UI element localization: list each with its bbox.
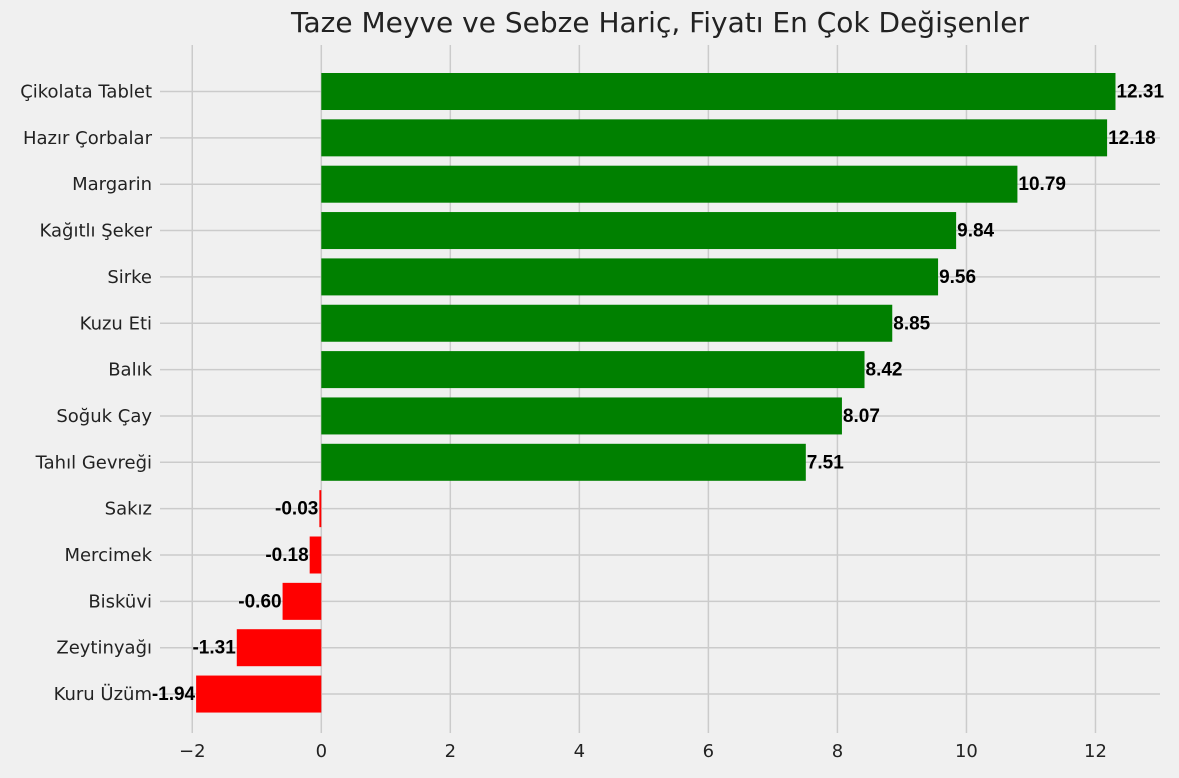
y-tick-label: Tahıl Gevreği [35,452,152,473]
y-tick-label: Bisküvi [88,591,152,612]
y-tick-label: Soğuk Çay [56,406,152,427]
data-label: 8.07 [843,406,880,427]
bar [309,536,322,574]
data-label: -1.94 [152,684,196,705]
data-label: 8.85 [893,313,930,334]
bar [321,212,957,250]
data-label: -0.60 [238,591,281,612]
y-tick-label: Margarin [72,174,152,195]
bar-layer [196,73,1116,713]
bar [321,351,865,389]
y-tick-label: Hazır Çorbalar [23,128,153,149]
data-label: -0.18 [265,545,308,566]
y-tick-label: Kuru Üzüm [54,683,152,705]
x-tick-label: 4 [574,741,585,762]
bar [236,629,322,667]
y-tick-label: Kağıtlı Şeker [40,221,153,242]
y-tick-label: Balık [108,360,152,381]
bar [321,397,842,435]
y-tick-label: Sirke [107,267,152,288]
bar [319,490,322,528]
bar [282,582,322,620]
x-tick-layer: −2 0 2 4 6 8 10 12 [179,741,1107,762]
x-tick-label: 2 [445,741,456,762]
bar [321,165,1018,203]
x-tick-label: −2 [179,741,206,762]
y-tick-label: Çikolata Tablet [20,82,152,103]
x-tick-label: 12 [1084,741,1107,762]
data-label: 12.18 [1108,128,1156,149]
data-label: 9.56 [939,267,976,288]
bar [196,675,322,713]
data-label: 7.51 [807,452,844,473]
x-tick-label: 0 [316,741,327,762]
bar [321,443,806,481]
x-tick-label: 10 [955,741,978,762]
y-tick-label: Kuzu Eti [80,313,152,334]
data-label: 8.42 [866,360,903,381]
y-tick-layer: Çikolata Tablet Hazır Çorbalar Margarin Kağ… [20,82,152,706]
y-tick-label: Mercimek [64,545,152,566]
bar [321,258,939,296]
data-label-layer: 12.31 12.18 10.79 9.84 9.56 8.85 8.42 8.07 7.51 -… [152,82,1165,706]
chart-title: Taze Meyve ve Sebze Hariç, Fiyatı En Çok… [290,6,1029,39]
x-tick-label: 8 [832,741,843,762]
data-label: 10.79 [1018,174,1066,195]
bar [321,73,1116,110]
y-tick-label: Sakız [105,499,152,520]
bar [321,119,1108,157]
data-label: 9.84 [957,221,994,242]
y-tick-label: Zeytinyağı [56,638,152,659]
data-label: -0.03 [275,499,318,520]
data-label: -1.31 [192,638,236,659]
data-label: 12.31 [1116,82,1164,103]
bar [321,304,893,342]
x-tick-label: 6 [703,741,714,762]
